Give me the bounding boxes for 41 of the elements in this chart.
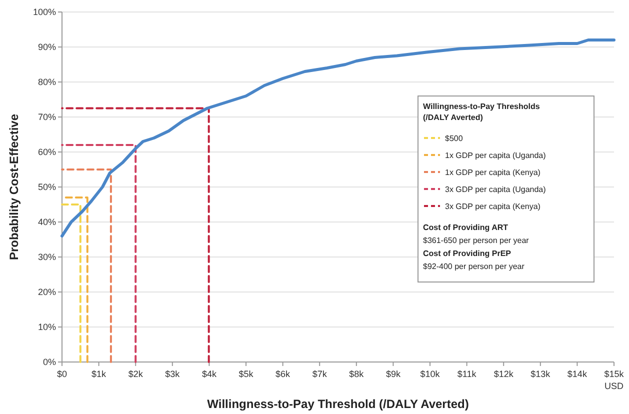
y-tick-label: 50%	[38, 182, 56, 192]
line-series	[60, 38, 616, 238]
y-tick-label: 10%	[38, 322, 56, 332]
annotation: Cost of Providing ART	[423, 223, 508, 232]
x-tick-label: $10k	[420, 369, 440, 379]
x-tick-label: $12k	[494, 369, 514, 379]
y-tick-label: 70%	[38, 112, 56, 122]
legend-title: Willingness-to-Pay Thresholds (/DALY Averted)	[423, 102, 540, 122]
x-tick-label: $4k	[202, 369, 217, 379]
y-tick-label: 20%	[38, 287, 56, 298]
x-tick-label: $13k	[530, 369, 551, 379]
x-tick-label: $3k	[165, 369, 180, 379]
y-tick-label: 30%	[38, 252, 56, 262]
legend-label: 1x GDP per capita (Kenya)	[445, 168, 541, 177]
x-tick-label: $6k	[276, 369, 291, 379]
x-axis-title: Willingness-to-Pay Threshold (/DALY Averted)	[207, 397, 469, 411]
y-tick-label: 60%	[38, 147, 56, 158]
legend-label: $500	[445, 134, 464, 143]
x-tick-label: $14k	[567, 369, 588, 379]
x-tick-label: $8k	[349, 369, 364, 379]
y-tick-label: 80%	[38, 77, 56, 88]
y-tick-label: 40%	[38, 217, 56, 228]
x-tick-label: $7k	[312, 369, 328, 379]
annotation: $92-400 per person per year	[423, 262, 525, 271]
y-tick-label: 90%	[38, 42, 56, 52]
x-tick-label: $1k	[92, 369, 107, 379]
x-tick-label: $15k	[604, 369, 624, 379]
text: USD	[604, 381, 624, 391]
annotation: Cost of Providing PrEP	[423, 249, 512, 258]
y-axis-title: Probability Cost-Effective	[7, 114, 21, 260]
x-tick-label: $0	[56, 369, 68, 379]
x-tick-label: $5k	[238, 369, 254, 379]
annotation: $361-650 per person per year	[423, 236, 530, 245]
x-tick-label: $11k	[457, 369, 477, 379]
y-tick-label: 0%	[42, 357, 56, 368]
x-tick-label: $2k	[128, 369, 144, 379]
x-tick-label: $9k	[386, 369, 401, 379]
legend-label: 3x GDP per capita (Uganda)	[445, 184, 546, 194]
y-tick-label: 100%	[32, 7, 56, 18]
legend-label: 3x GDP per capita (Kenya)	[445, 202, 541, 211]
legend-label: 1x GDP per capita (Uganda)	[445, 150, 546, 160]
